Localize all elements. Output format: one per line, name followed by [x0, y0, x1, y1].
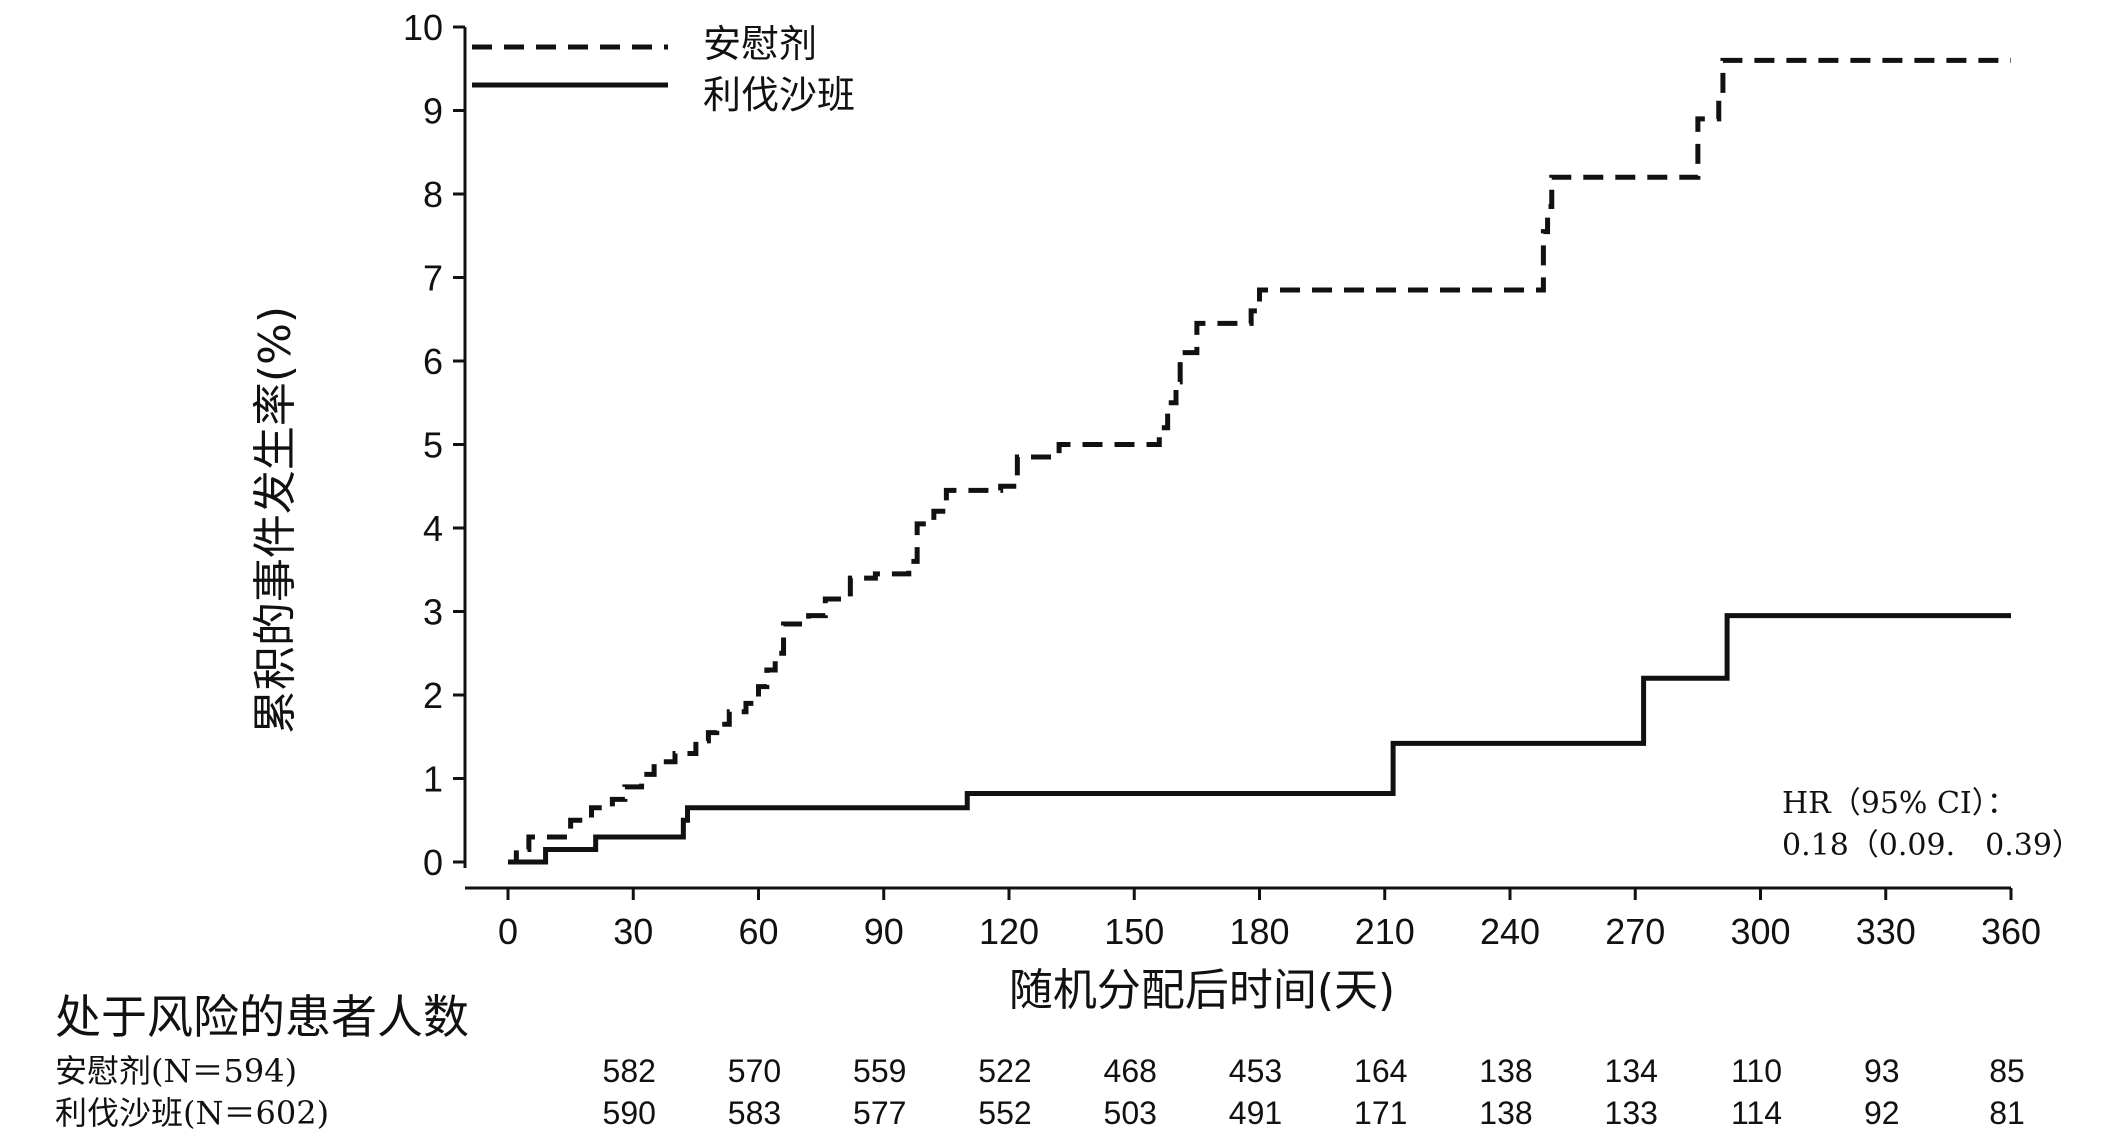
- risk-table-cell: 582: [603, 1053, 656, 1089]
- risk-table-cell: 522: [978, 1053, 1031, 1089]
- y-tick-label: 4: [423, 508, 443, 549]
- risk-table-cell: 114: [1731, 1095, 1782, 1131]
- y-tick-label: 7: [423, 258, 443, 299]
- x-tick-label: 270: [1605, 911, 1665, 952]
- hazard-ratio-annotation: HR（95% CI）： 0.18（0.09. 0.39）: [1782, 786, 2082, 863]
- series-layer: [508, 57, 2011, 865]
- risk-table-cell: 559: [853, 1053, 906, 1089]
- x-axis-ticks: 0 30 60 90 120 150 180 210 240 270 300 330 360: [498, 888, 2041, 952]
- x-tick-label: 300: [1730, 911, 1790, 952]
- risk-table-cell: 503: [1104, 1095, 1157, 1131]
- risk-table-cell: 171: [1354, 1095, 1407, 1131]
- x-tick-label: 30: [613, 911, 653, 952]
- at-risk-table: 处于风险的患者人数 安慰剂(N＝594) 利伐沙班(N＝602) 582 570 5…: [55, 990, 2025, 1132]
- y-tick-label: 8: [423, 174, 443, 215]
- series-line-rivaroxaban: [508, 613, 2011, 865]
- risk-table-cell: 453: [1229, 1053, 1282, 1089]
- x-axis-title: 随机分配后时间(天): [1009, 965, 1395, 1016]
- y-tick-label: 5: [423, 425, 443, 466]
- risk-table-title: 处于风险的患者人数: [55, 990, 469, 1044]
- x-tick-label: 0: [498, 911, 518, 952]
- risk-table-cell: 85: [1989, 1053, 2025, 1089]
- axes: [463, 27, 2011, 890]
- risk-table-cell: 577: [853, 1095, 906, 1131]
- x-tick-label: 180: [1229, 911, 1289, 952]
- risk-table-cell: 164: [1354, 1053, 1407, 1089]
- y-axis-ticks: 0 1 2 3 4 5 6 7 8 9 10: [403, 7, 465, 883]
- risk-table-cell: 138: [1479, 1053, 1532, 1089]
- y-tick-label: 3: [423, 592, 443, 633]
- risk-table-cell: 134: [1605, 1053, 1658, 1089]
- risk-row-label-placebo: 安慰剂(N＝594): [55, 1052, 297, 1090]
- legend-label-placebo: 安慰剂: [703, 22, 817, 66]
- series-line-placebo: [508, 57, 2011, 865]
- risk-table-cell: 583: [728, 1095, 781, 1131]
- x-tick-label: 90: [864, 911, 904, 952]
- legend-label-rivaroxaban: 利伐沙班: [703, 73, 855, 117]
- y-tick-label: 2: [423, 675, 443, 716]
- hr-label: HR（95% CI）：: [1782, 786, 2017, 821]
- x-tick-label: 240: [1480, 911, 1540, 952]
- risk-table-cell: 570: [728, 1053, 781, 1089]
- risk-table-cell: 552: [978, 1095, 1031, 1131]
- risk-table-cells: 582 570 559 522 468 453 164 138 134 110 93 85 590 583…: [603, 1053, 2025, 1131]
- risk-table-cell: 92: [1864, 1095, 1900, 1131]
- hr-value: 0.18（0.09. 0.39）: [1782, 828, 2082, 863]
- x-tick-label: 360: [1981, 911, 2041, 952]
- y-tick-label: 9: [423, 91, 443, 132]
- risk-table-cell: 133: [1605, 1095, 1658, 1131]
- x-tick-label: 210: [1355, 911, 1415, 952]
- y-tick-label: 0: [423, 842, 443, 883]
- y-tick-label: 1: [423, 759, 443, 800]
- x-tick-label: 60: [738, 911, 778, 952]
- risk-table-cell: 81: [1989, 1095, 2025, 1131]
- x-tick-label: 330: [1856, 911, 1916, 952]
- risk-table-cell: 491: [1229, 1095, 1282, 1131]
- y-tick-label: 6: [423, 341, 443, 382]
- x-tick-label: 150: [1104, 911, 1164, 952]
- legend: 安慰剂 利伐沙班: [472, 22, 855, 117]
- y-axis-title: 累积的事件发生率(%): [250, 306, 301, 734]
- x-tick-label: 120: [979, 911, 1039, 952]
- risk-table-cell: 93: [1864, 1053, 1900, 1089]
- risk-table-cell: 138: [1479, 1095, 1532, 1131]
- risk-table-cell: 590: [603, 1095, 656, 1131]
- y-tick-label: 10: [403, 7, 443, 48]
- risk-row-label-rivaroxaban: 利伐沙班(N＝602): [55, 1094, 329, 1132]
- risk-table-cell: 110: [1731, 1053, 1782, 1089]
- risk-table-cell: 468: [1104, 1053, 1157, 1089]
